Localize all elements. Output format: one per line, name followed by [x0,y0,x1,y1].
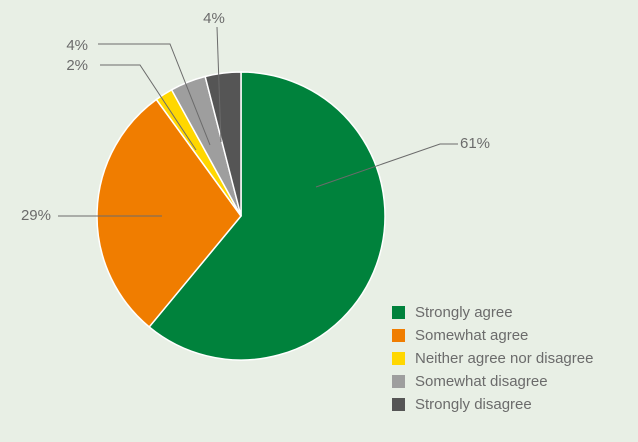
data-label-2: 2% [66,57,88,74]
leader-line-4 [216,26,222,143]
legend-label: Somewhat disagree [415,373,548,390]
leader-line-2 [100,64,197,151]
leader-line-0 [315,143,458,188]
legend-label: Somewhat agree [415,327,529,344]
pie-slice-somewhat-agree [96,98,242,329]
pie-slice-strongly-disagree [204,71,242,217]
legend-label: Neither agree nor disagree [415,350,594,367]
legend-swatch [392,329,405,342]
data-label-3: 4% [66,37,88,54]
legend-swatch [392,398,405,411]
legend-item: Neither agree nor disagree [392,347,632,370]
legend: Strongly agree Somewhat agree Neither agre… [392,301,632,416]
data-label-1: 29% [21,207,51,224]
legend-swatch [392,306,405,319]
data-label-4: 4% [203,10,225,27]
legend-label: Strongly disagree [415,396,532,413]
legend-swatch [392,352,405,365]
legend-item: Somewhat disagree [392,370,632,393]
legend-swatch [392,375,405,388]
pie-slice-strongly-agree [148,71,386,361]
leader-line-3 [98,43,211,146]
legend-item: Strongly agree [392,301,632,324]
legend-item: Strongly disagree [392,393,632,416]
legend-item: Somewhat agree [392,324,632,347]
legend-label: Strongly agree [415,304,513,321]
data-label-0: 61% [460,135,490,152]
